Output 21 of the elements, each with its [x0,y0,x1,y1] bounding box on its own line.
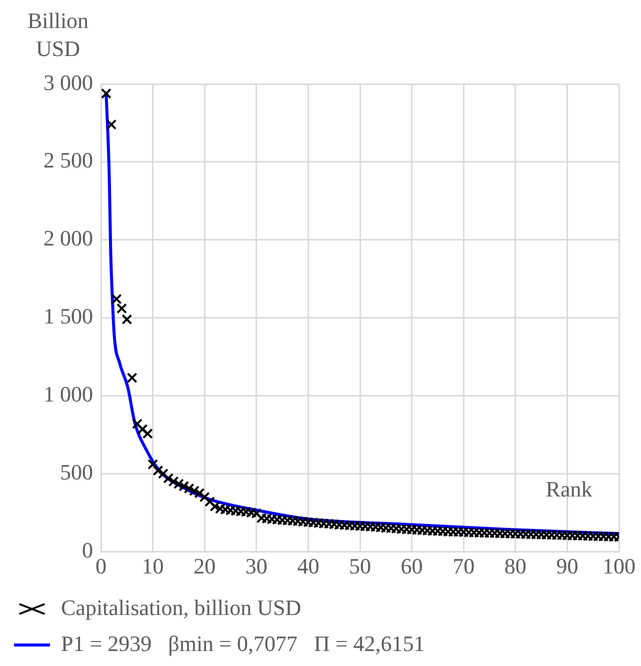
y-tick-label: 3 000 [44,70,93,95]
y-tick-label: 1 500 [44,304,93,329]
y-tick-label: 2 500 [44,148,93,173]
x-tick-label: 100 [602,554,636,579]
x-tick-label: 70 [452,554,475,579]
legend-label: P1 = 2939 βmin = 0,7077 Π = 42,6151 [61,630,425,656]
x-tick-label: 60 [400,554,423,579]
x-tick-label: 90 [556,554,578,579]
x-tick-label: 50 [349,554,371,579]
x-tick-label: 80 [504,554,526,579]
y-tick-label: 1 000 [44,382,93,407]
y-axis-title: Billion USD [27,8,89,61]
x-tick-label: 30 [245,554,268,579]
x-tick-label: 10 [142,554,164,579]
y-tick-label: 0 [82,537,93,562]
legend-label: Capitalisation, billion USD [61,594,302,620]
x-axis-title: Rank [546,476,592,502]
x-tick-label: 40 [297,554,320,579]
x-tick-label: 20 [194,554,216,579]
y-tick-label: 2 000 [44,226,93,251]
y-tick-label: 500 [60,459,93,484]
